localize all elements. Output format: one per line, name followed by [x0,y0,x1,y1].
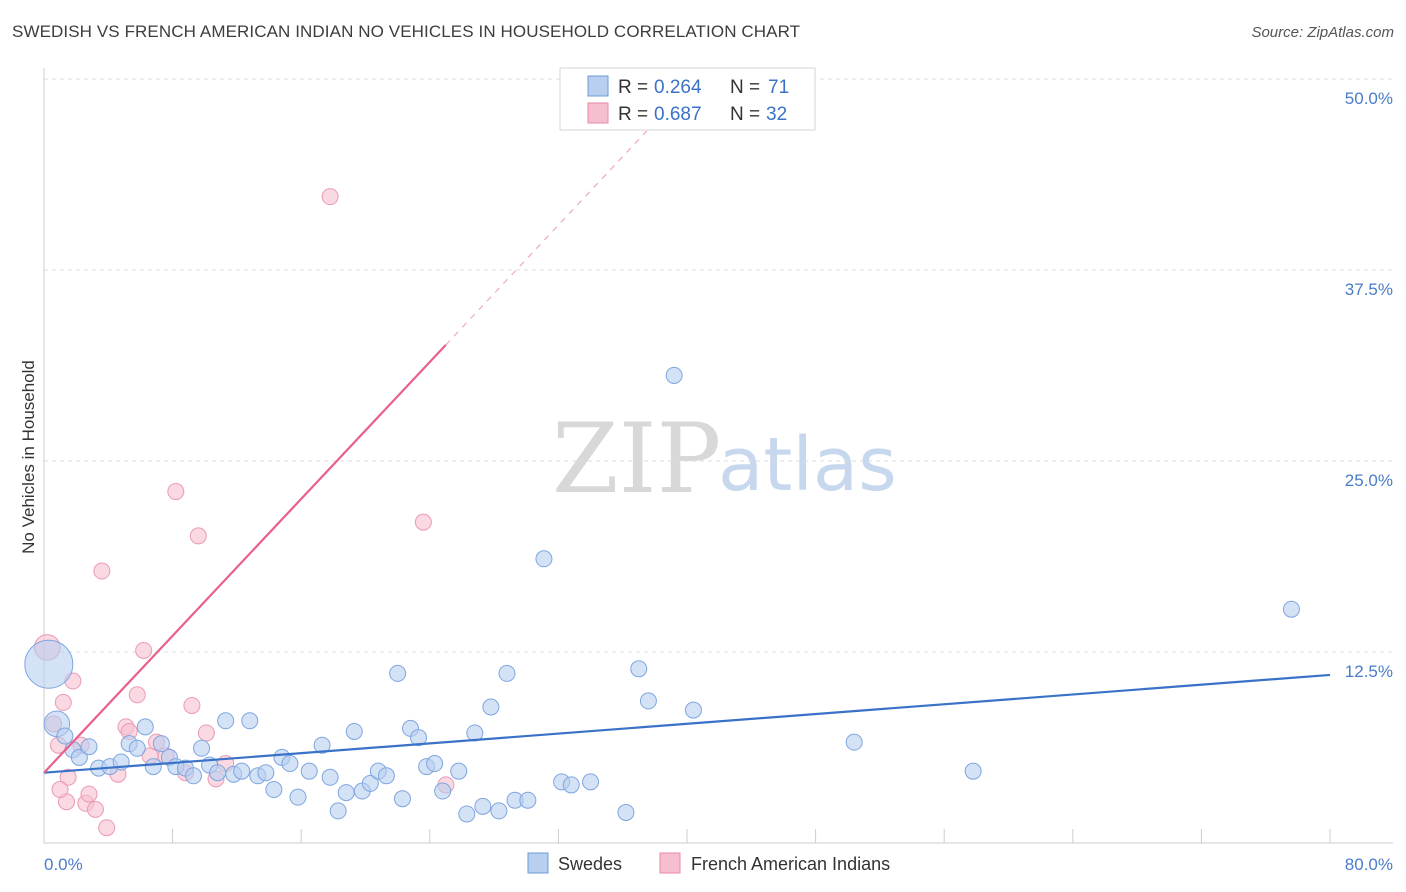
legend-n-value-french: 32 [766,104,787,125]
trendline-swedes [43,673,1331,774]
point-swedes [233,762,251,780]
point-swedes [582,773,600,791]
point-swedes [410,729,428,747]
point-swedes [519,791,537,809]
legend-box: R = 0.264 N = 71 R = 0.687 N = 32 [559,67,816,131]
point-french [128,686,146,704]
y-tick-label: 25.0% [1345,471,1393,490]
point-french [197,724,215,742]
point-swedes [498,664,516,682]
legend-swatch-french [587,102,609,124]
legend-swatch-swedes [587,75,609,97]
point-swedes [665,366,683,384]
source-label: Source: ZipAtlas.com [1251,24,1394,41]
point-swedes [490,802,508,820]
point-swedes [329,802,347,820]
point-swedes [617,803,635,821]
point-french [189,527,207,545]
point-swedes [361,774,379,792]
point-french [51,781,69,799]
y-axis-label: No Vehicles in Household [19,360,38,554]
point-swedes [393,790,411,808]
point-swedes [535,550,553,568]
point-swedes [70,748,88,766]
point-french [93,562,111,580]
point-french [80,785,98,803]
point-swedes [184,767,202,785]
point-french [59,768,77,786]
point-swedes [562,776,580,794]
point-swedes [152,735,170,753]
point-swedes [24,639,74,689]
point-swedes [964,762,982,780]
point-swedes [474,797,492,815]
trendline-french-extension [445,130,648,346]
point-swedes [281,755,299,773]
y-tick-label: 12.5% [1345,662,1393,681]
legend-r-label-french: R = [618,104,648,125]
point-french [414,513,432,531]
trend-layer [43,130,1331,774]
point-swedes [289,788,307,806]
point-swedes [630,660,648,678]
point-swedes [209,764,227,782]
point-swedes [450,762,468,780]
point-swedes [56,727,74,745]
grid-layer [44,78,1393,653]
point-swedes [845,733,863,751]
point-swedes [458,805,476,823]
watermark-atlas: atlas [718,422,897,508]
bottom-legend: Swedes French American Indians [527,852,890,874]
bottom-legend-label-french: French American Indians [691,854,890,874]
y-tick-label: 37.5% [1345,280,1393,299]
bottom-legend-swatch-swedes [527,852,549,874]
point-swedes [265,781,283,799]
points-layer [24,188,1300,837]
point-swedes [337,784,355,802]
point-swedes [144,758,162,776]
x-tick-label-min: 0.0% [44,855,83,874]
point-french [321,188,339,206]
bottom-legend-label-swedes: Swedes [558,854,622,874]
legend-r-value-swedes: 0.264 [654,77,702,98]
point-swedes [80,738,98,756]
point-french [98,819,116,837]
chart-title: SWEDISH VS FRENCH AMERICAN INDIAN NO VEH… [12,22,801,41]
point-swedes [136,718,154,736]
axis-layer: 12.5% 25.0% 37.5% 50.0% [43,68,1393,844]
y-tick-label: 50.0% [1345,89,1393,108]
point-french [183,696,201,714]
trendline-french [43,344,447,774]
point-swedes [257,764,275,782]
x-tick-label-max: 80.0% [1345,855,1393,874]
point-swedes [345,722,363,740]
point-swedes [389,664,407,682]
point-swedes [684,701,702,719]
point-swedes [434,782,452,800]
point-swedes [426,755,444,773]
point-swedes [217,712,235,730]
legend-r-label-swedes: R = [618,77,648,98]
point-swedes [300,762,318,780]
point-swedes [193,739,211,757]
point-swedes [321,768,339,786]
point-swedes [377,767,395,785]
point-swedes [128,739,146,757]
legend-n-value-swedes: 71 [768,77,789,98]
legend-r-value-french: 0.687 [654,104,702,125]
point-french [86,800,104,818]
bottom-legend-swatch-french [659,852,681,874]
point-french [54,693,72,711]
point-french [135,641,153,659]
point-swedes [313,736,331,754]
legend-n-label-swedes: N = [730,77,760,98]
point-swedes [1282,600,1300,618]
point-swedes [482,698,500,716]
point-swedes [639,692,657,710]
point-french [167,483,185,501]
watermark-zip: ZIP [552,403,721,515]
legend-n-label-french: N = [730,104,760,125]
point-swedes [241,712,259,730]
